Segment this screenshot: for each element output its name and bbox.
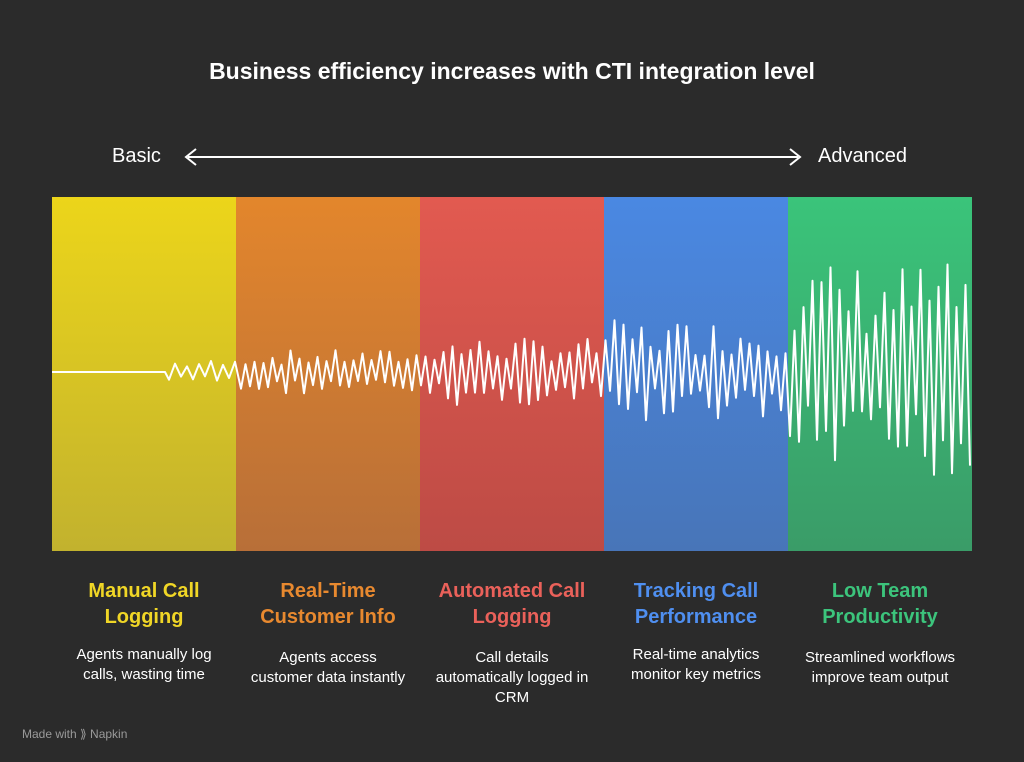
stage-title: Low Team Productivity	[822, 580, 938, 628]
stage-title: Tracking Call Performance	[633, 580, 759, 628]
watermark: Made with ⟫ Napkin	[22, 727, 128, 741]
scale-right: Advanced	[818, 145, 907, 167]
stage-description: Real-time analytics monitor key metrics	[630, 646, 762, 683]
stage-description-box: Streamlined workflows improve team outpu…	[788, 648, 972, 688]
scale-left: Basic	[112, 145, 161, 167]
stage-title: Manual Call Logging	[88, 580, 200, 628]
stage-title-box: Manual Call Logging	[52, 578, 236, 630]
stage-description-box: Real-time analytics monitor key metrics	[604, 645, 788, 685]
waveform	[52, 263, 971, 476]
stage-title-box: Low Team Productivity	[788, 578, 972, 630]
arrow-head	[184, 148, 197, 166]
watermark-brand: Napkin	[90, 727, 128, 741]
panel	[236, 197, 420, 551]
stage-description: Streamlined workflows improve team outpu…	[804, 649, 956, 686]
stage-description-box: Call details automatically logged in CRM	[420, 648, 604, 708]
title: Business efficiency increases with CTI i…	[209, 58, 815, 84]
stage-title: Real-Time Customer Info	[260, 580, 396, 628]
stage-description-box: Agents access customer data instantly	[236, 648, 420, 688]
panel	[52, 197, 236, 551]
stage-title-box: Automated Call Logging	[420, 578, 604, 630]
watermark-prefix: Made with	[22, 727, 77, 741]
stage-description: Agents manually log calls, wasting time	[76, 646, 212, 683]
arrow-head	[789, 148, 802, 166]
stage-description: Call details automatically logged in CRM	[435, 649, 589, 706]
diagram	[52, 148, 972, 551]
stage-title: Automated Call Logging	[438, 580, 586, 628]
stage-title-box: Real-Time Customer Info	[236, 578, 420, 630]
stage-title-box: Tracking Call Performance	[604, 578, 788, 630]
stage-description: Agents access customer data instantly	[250, 649, 406, 686]
stage-description-box: Agents manually log calls, wasting time	[52, 645, 236, 685]
